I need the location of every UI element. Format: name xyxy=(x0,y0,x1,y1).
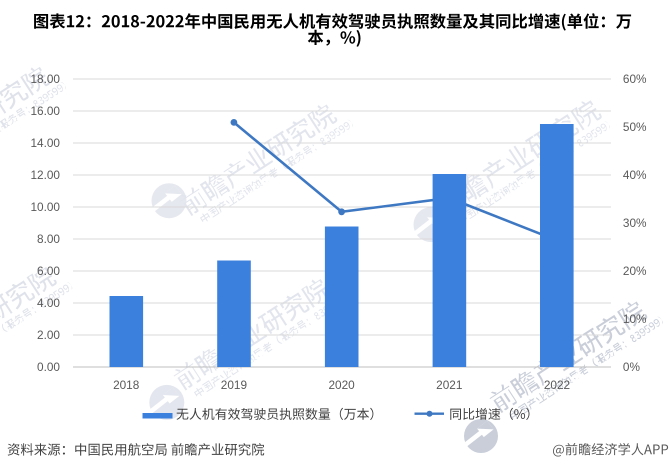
svg-text:10%: 10% xyxy=(623,312,647,326)
svg-text:0.00: 0.00 xyxy=(37,360,60,374)
svg-text:12.00: 12.00 xyxy=(30,168,60,182)
svg-text:2019: 2019 xyxy=(221,378,247,392)
svg-text:40%: 40% xyxy=(623,168,647,182)
svg-text:10.00: 10.00 xyxy=(30,200,60,214)
svg-text:20%: 20% xyxy=(623,264,647,278)
svg-text:2018: 2018 xyxy=(113,378,140,392)
svg-text:2020: 2020 xyxy=(328,378,355,392)
svg-text:6.00: 6.00 xyxy=(37,264,60,278)
svg-text:18.00: 18.00 xyxy=(30,72,60,86)
svg-text:30%: 30% xyxy=(623,216,647,230)
svg-text:50%: 50% xyxy=(623,120,647,134)
svg-text:2021: 2021 xyxy=(436,378,462,392)
svg-text:2.00: 2.00 xyxy=(37,328,60,342)
svg-text:60%: 60% xyxy=(623,72,647,86)
svg-text:4.00: 4.00 xyxy=(37,296,60,310)
svg-text:14.00: 14.00 xyxy=(30,136,60,150)
svg-text:16.00: 16.00 xyxy=(30,104,60,118)
svg-text:0%: 0% xyxy=(623,360,641,374)
svg-text:8.00: 8.00 xyxy=(37,232,60,246)
svg-text:2022: 2022 xyxy=(544,378,570,392)
